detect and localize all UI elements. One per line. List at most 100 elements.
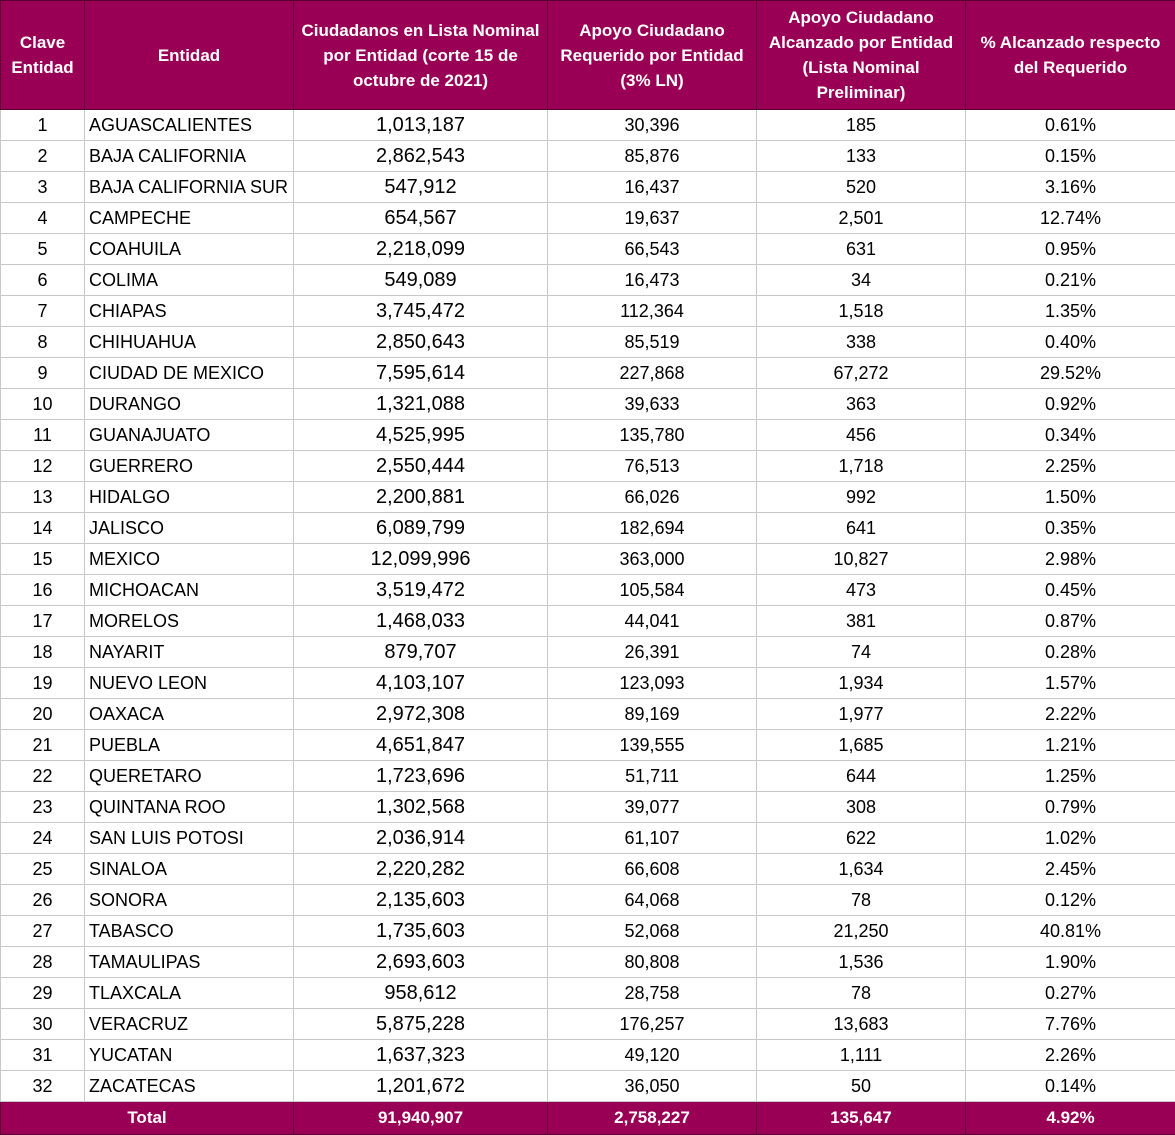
cell-porcentaje: 2.26% xyxy=(966,1040,1175,1071)
cell-clave: 12 xyxy=(1,451,85,482)
cell-alcanzado: 34 xyxy=(757,265,966,296)
cell-alcanzado: 13,683 xyxy=(757,1009,966,1040)
cell-entidad: NAYARIT xyxy=(85,637,294,668)
cell-porcentaje: 7.76% xyxy=(966,1009,1175,1040)
cell-requerido: 52,068 xyxy=(548,916,757,947)
cell-requerido: 66,026 xyxy=(548,482,757,513)
header-entidad: Entidad xyxy=(85,1,294,110)
cell-alcanzado: 74 xyxy=(757,637,966,668)
cell-alcanzado: 520 xyxy=(757,172,966,203)
cell-clave: 30 xyxy=(1,1009,85,1040)
cell-lista-nominal: 2,972,308 xyxy=(294,699,548,730)
cell-lista-nominal: 1,723,696 xyxy=(294,761,548,792)
cell-lista-nominal: 654,567 xyxy=(294,203,548,234)
cell-porcentaje: 0.14% xyxy=(966,1071,1175,1102)
cell-porcentaje: 1.25% xyxy=(966,761,1175,792)
cell-requerido: 39,633 xyxy=(548,389,757,420)
cell-porcentaje: 1.35% xyxy=(966,296,1175,327)
cell-lista-nominal: 6,089,799 xyxy=(294,513,548,544)
cell-entidad: TLAXCALA xyxy=(85,978,294,1009)
cell-entidad: SINALOA xyxy=(85,854,294,885)
cell-clave: 7 xyxy=(1,296,85,327)
cell-entidad: DURANGO xyxy=(85,389,294,420)
cell-clave: 31 xyxy=(1,1040,85,1071)
header-requerido: Apoyo Ciudadano Requerido por Entidad (3… xyxy=(548,1,757,110)
cell-alcanzado: 1,111 xyxy=(757,1040,966,1071)
cell-alcanzado: 641 xyxy=(757,513,966,544)
cell-porcentaje: 0.87% xyxy=(966,606,1175,637)
cell-alcanzado: 50 xyxy=(757,1071,966,1102)
cell-clave: 10 xyxy=(1,389,85,420)
cell-entidad: QUINTANA ROO xyxy=(85,792,294,823)
cell-requerido: 123,093 xyxy=(548,668,757,699)
cell-entidad: GUERRERO xyxy=(85,451,294,482)
cell-entidad: ZACATECAS xyxy=(85,1071,294,1102)
cell-lista-nominal: 1,468,033 xyxy=(294,606,548,637)
cell-alcanzado: 78 xyxy=(757,978,966,1009)
cell-alcanzado: 456 xyxy=(757,420,966,451)
cell-requerido: 135,780 xyxy=(548,420,757,451)
cell-entidad: BAJA CALIFORNIA SUR xyxy=(85,172,294,203)
cell-alcanzado: 644 xyxy=(757,761,966,792)
cell-lista-nominal: 3,519,472 xyxy=(294,575,548,606)
cell-clave: 15 xyxy=(1,544,85,575)
cell-requerido: 76,513 xyxy=(548,451,757,482)
cell-alcanzado: 1,977 xyxy=(757,699,966,730)
cell-porcentaje: 0.95% xyxy=(966,234,1175,265)
total-requerido: 2,758,227 xyxy=(548,1102,757,1135)
cell-clave: 11 xyxy=(1,420,85,451)
cell-porcentaje: 0.45% xyxy=(966,575,1175,606)
cell-requerido: 85,876 xyxy=(548,141,757,172)
cell-clave: 20 xyxy=(1,699,85,730)
cell-clave: 16 xyxy=(1,575,85,606)
cell-clave: 3 xyxy=(1,172,85,203)
cell-requerido: 16,437 xyxy=(548,172,757,203)
header-row: Clave Entidad Entidad Ciudadanos en List… xyxy=(1,1,1175,110)
cell-alcanzado: 67,272 xyxy=(757,358,966,389)
cell-lista-nominal: 1,735,603 xyxy=(294,916,548,947)
cell-entidad: BAJA CALIFORNIA xyxy=(85,141,294,172)
cell-requerido: 66,543 xyxy=(548,234,757,265)
cell-requerido: 16,473 xyxy=(548,265,757,296)
cell-entidad: COLIMA xyxy=(85,265,294,296)
cell-entidad: TAMAULIPAS xyxy=(85,947,294,978)
cell-porcentaje: 0.21% xyxy=(966,265,1175,296)
cell-requerido: 182,694 xyxy=(548,513,757,544)
cell-lista-nominal: 1,302,568 xyxy=(294,792,548,823)
header-porcentaje: % Alcanzado respecto del Requerido xyxy=(966,1,1175,110)
cell-porcentaje: 0.34% xyxy=(966,420,1175,451)
cell-lista-nominal: 2,218,099 xyxy=(294,234,548,265)
cell-alcanzado: 78 xyxy=(757,885,966,916)
cell-porcentaje: 0.61% xyxy=(966,110,1175,141)
cell-requerido: 64,068 xyxy=(548,885,757,916)
cell-requerido: 176,257 xyxy=(548,1009,757,1040)
cell-lista-nominal: 879,707 xyxy=(294,637,548,668)
cell-porcentaje: 2.98% xyxy=(966,544,1175,575)
cell-lista-nominal: 7,595,614 xyxy=(294,358,548,389)
cell-lista-nominal: 3,745,472 xyxy=(294,296,548,327)
cell-requerido: 139,555 xyxy=(548,730,757,761)
cell-requerido: 44,041 xyxy=(548,606,757,637)
cell-clave: 29 xyxy=(1,978,85,1009)
cell-entidad: CIUDAD DE MEXICO xyxy=(85,358,294,389)
cell-entidad: SONORA xyxy=(85,885,294,916)
